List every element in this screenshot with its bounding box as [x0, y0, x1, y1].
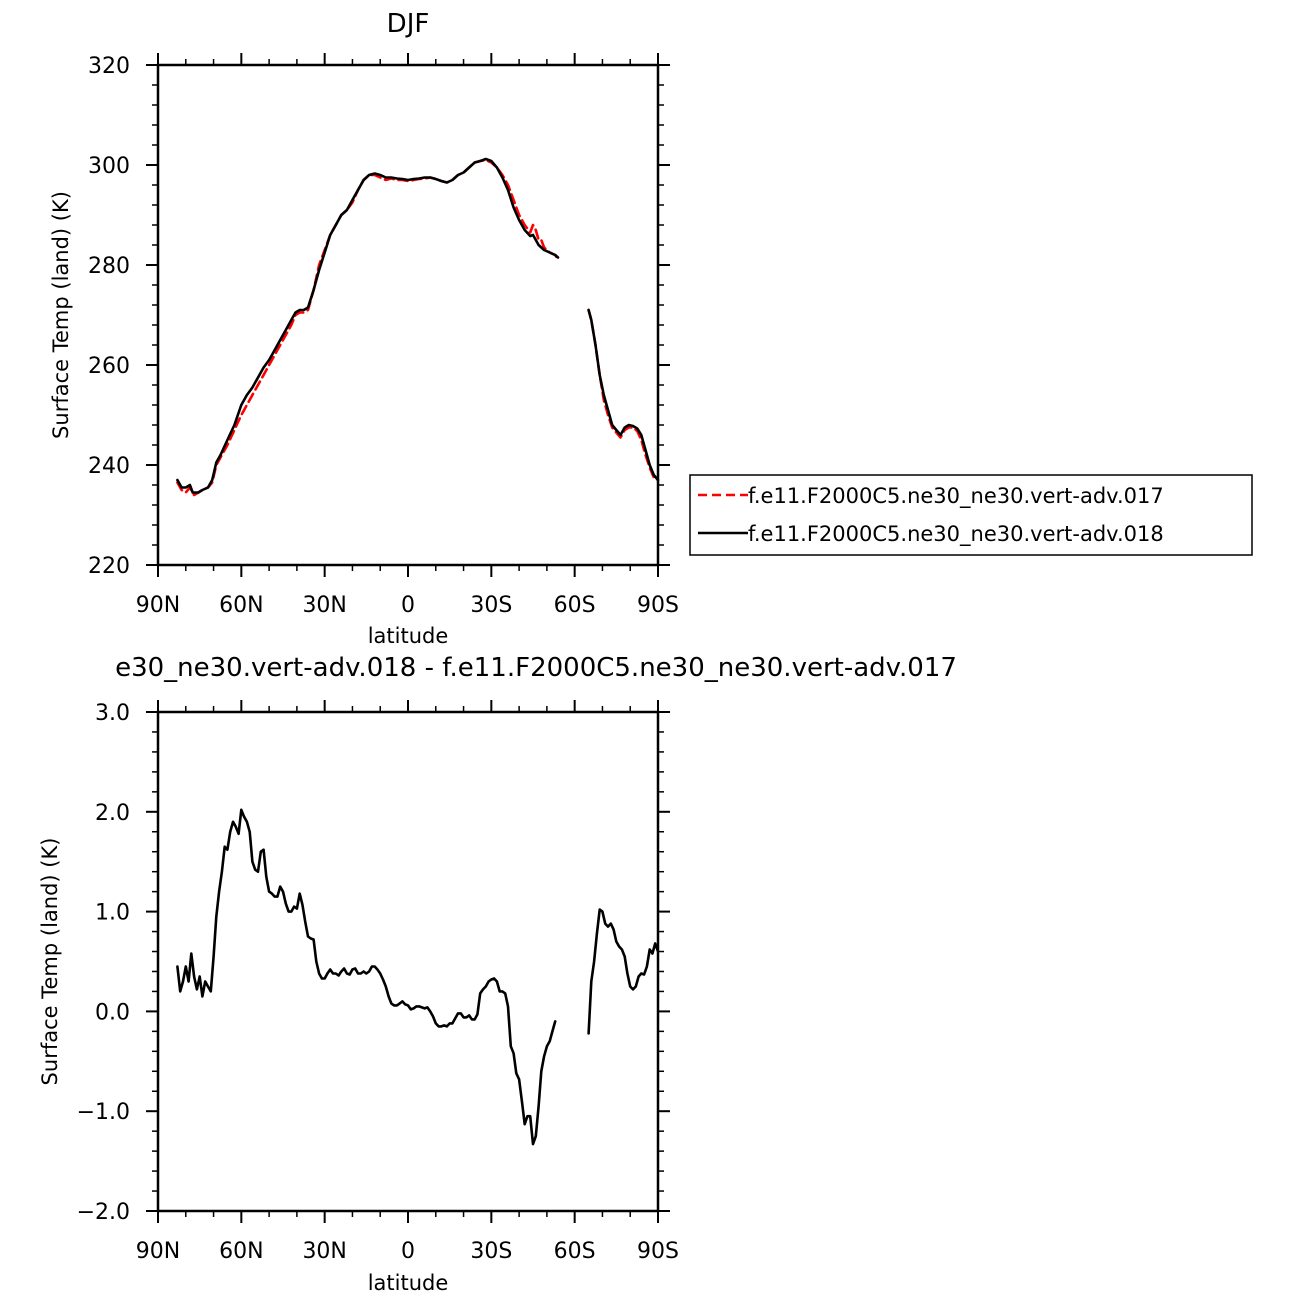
plot-frame [156, 63, 660, 567]
series-line-1-seg-0 [176, 157, 560, 494]
chart-title: DJF [387, 9, 430, 39]
legend: f.e11.F2000C5.ne30_ne30.vert-adv.017 f.e1… [689, 474, 1253, 556]
x-tick-label: 60S [554, 1239, 596, 1264]
y-tick-label: 2.0 [95, 801, 130, 826]
x-tick-label: 60N [219, 1239, 263, 1264]
y-tick-label: 1.0 [95, 901, 130, 926]
y-tick-label: 240 [88, 454, 130, 479]
legend-label-0: f.e11.F2000C5.ne30_ne30.vert-adv.017 [748, 484, 1164, 509]
series-line-1-seg-1 [587, 308, 660, 482]
x-tick-label: 30N [302, 593, 346, 618]
x-axis-label: latitude [368, 624, 449, 648]
y-tick-label: −1.0 [77, 1100, 130, 1125]
x-tick-label: 0 [401, 1239, 415, 1264]
top-panel: DJF 90N 60N 30N 0 30S 60S 90S 220 240 260 280 300 320… [49, 9, 1253, 648]
x-tick-label: 90N [136, 593, 180, 618]
series-line-0-seg-0 [176, 808, 557, 1146]
legend-label-1: f.e11.F2000C5.ne30_ne30.vert-adv.018 [748, 522, 1164, 547]
y-tick-label: 320 [88, 54, 130, 79]
x-tick-label: 90S [637, 1239, 679, 1264]
series-line-0-seg-0 [176, 158, 560, 497]
x-axis-label: latitude [368, 1271, 449, 1295]
y-tick-label: 220 [88, 554, 130, 579]
y-axis-label: Surface Temp (land) (K) [49, 191, 73, 439]
x-tick-label: 60N [219, 593, 263, 618]
y-axis-label: Surface Temp (land) (K) [38, 838, 62, 1086]
y-tick-label: 260 [88, 354, 130, 379]
chart-title: e30_ne30.vert-adv.018 - f.e11.F2000C5.ne… [115, 653, 957, 683]
plot-frame [156, 710, 660, 1213]
x-tick-label: 90N [136, 1239, 180, 1264]
legend-box [689, 474, 1253, 556]
y-tick-label: 280 [88, 254, 130, 279]
y-tick-label: 0.0 [95, 1000, 130, 1025]
y-tick-label: 3.0 [95, 701, 130, 726]
x-tick-label: 30S [470, 593, 512, 618]
x-tick-label: 90S [637, 593, 679, 618]
y-tick-label: 300 [88, 154, 130, 179]
x-tick-label: 30N [302, 1239, 346, 1264]
y-tick-label: −2.0 [77, 1200, 130, 1225]
x-tick-label: 60S [554, 593, 596, 618]
series-line-0-seg-1 [587, 908, 660, 1035]
x-tick-label: 30S [470, 1239, 512, 1264]
x-tick-label: 0 [401, 593, 415, 618]
bottom-panel: e30_ne30.vert-adv.018 - f.e11.F2000C5.ne… [38, 653, 957, 1295]
